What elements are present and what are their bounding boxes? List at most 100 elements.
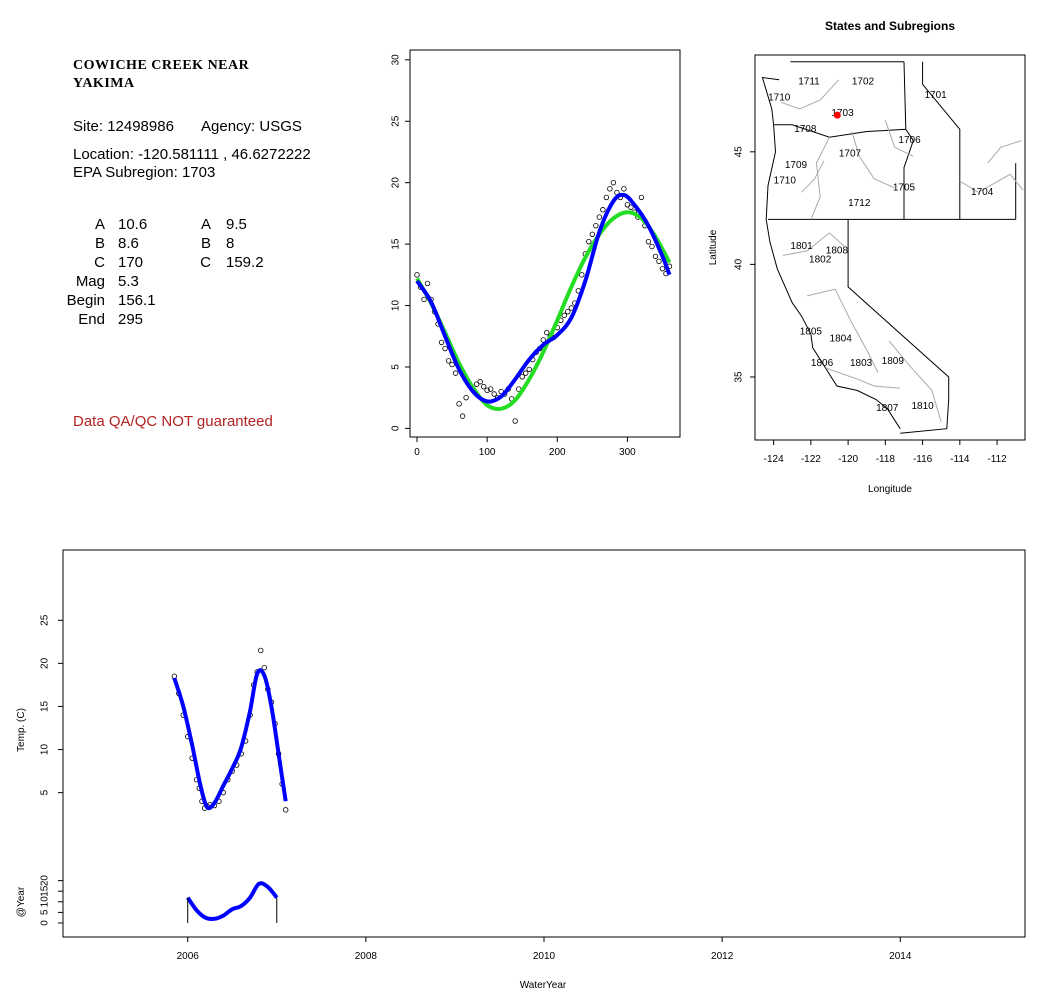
data-point — [603, 194, 610, 201]
x-tick-label: 0 — [414, 447, 420, 458]
param-right-label: A — [200, 216, 211, 233]
subregion-label: 1809 — [882, 356, 905, 367]
data-point — [593, 222, 599, 229]
data-point — [565, 308, 571, 315]
y-tick-label: 10 — [40, 744, 51, 756]
subregion-map: States and Subregions Longitude Latitude -1… — [708, 19, 1026, 495]
subregion-value: 1703 — [181, 164, 216, 181]
data-point — [610, 179, 617, 186]
subregion-label: 1706 — [898, 135, 921, 146]
plot-frame — [409, 49, 681, 438]
data-point — [512, 418, 518, 424]
subregion-label: 1710 — [774, 176, 797, 187]
subregion-label: 1711 — [798, 77, 820, 88]
param-left-value: 8.6 — [118, 235, 139, 252]
data-point — [624, 202, 631, 208]
x-tick-label: -120 — [838, 454, 858, 465]
fit-line-blue — [415, 192, 672, 404]
data-point — [526, 366, 532, 373]
site-label: Site: — [73, 118, 104, 135]
data-point — [480, 383, 487, 390]
param-right-value: 159.2 — [226, 254, 264, 271]
param-left-label: A — [94, 216, 105, 233]
agency-value: USGS — [259, 118, 302, 135]
location-value: -120.581111 , 46.6272222 — [138, 146, 311, 163]
y-tick-label-year: 15 — [40, 885, 51, 897]
param-right-value: 9.5 — [226, 216, 247, 233]
x-axis-label: Longitude — [868, 484, 912, 495]
param-left-label: C — [94, 254, 105, 271]
x-tick-label: 2008 — [355, 951, 378, 962]
param-left-label: B — [94, 235, 105, 252]
subregion-label: 1710 — [768, 92, 791, 103]
param-left-label: End — [78, 311, 105, 328]
y-tick-label: 15 — [40, 700, 51, 712]
param-left-value: 295 — [118, 311, 144, 328]
x-tick-label: -124 — [764, 454, 784, 465]
subregion-label: 1703 — [831, 108, 854, 119]
subregion-label: 1708 — [794, 124, 817, 135]
y-tick-label: 45 — [734, 146, 745, 158]
subregion-label: 1707 — [839, 149, 862, 160]
y-tick-label-year: 5 — [40, 909, 51, 915]
y-axis-label-year: @Year — [16, 886, 27, 917]
data-point — [261, 664, 268, 671]
data-point — [477, 379, 483, 385]
fit-line-green — [415, 210, 672, 411]
param-right-value: 8 — [226, 235, 235, 252]
subregion-label: 1808 — [826, 246, 849, 257]
param-left-value: 5.3 — [118, 273, 139, 290]
subregion-row: EPA Subregion: 1703 — [73, 164, 215, 181]
data-point — [600, 207, 606, 213]
data-point — [652, 253, 659, 260]
site-id-row: Site: 12498986 — [73, 118, 174, 135]
subregion-label: 1803 — [850, 358, 873, 369]
data-point — [282, 807, 289, 813]
site-location-marker — [833, 111, 841, 119]
data-point — [258, 647, 264, 654]
data-point — [456, 401, 462, 407]
site-id: 12498986 — [107, 118, 174, 135]
subregion-label: 1702 — [852, 77, 875, 88]
data-point — [586, 238, 592, 245]
y-tick-label: 40 — [734, 258, 745, 270]
subregion-label: 1810 — [911, 401, 934, 412]
x-tick-label: 300 — [619, 447, 636, 458]
x-tick-label: 2012 — [711, 951, 734, 962]
subregion-label: 1804 — [830, 333, 853, 344]
y-tick-label: 30 — [391, 54, 402, 66]
y-tick-label: 35 — [734, 371, 745, 383]
fit-line-blue — [172, 668, 288, 811]
y-tick-label-year: 0 — [40, 920, 51, 926]
x-tick-label: 100 — [479, 447, 496, 458]
data-point — [621, 186, 627, 192]
data-point — [628, 204, 634, 210]
data-point — [649, 243, 655, 250]
param-left-label: Begin — [66, 292, 105, 309]
agency-label: Agency: — [201, 118, 256, 135]
data-point — [445, 358, 452, 364]
data-point — [589, 231, 596, 237]
data-point — [442, 345, 448, 352]
subregion-label: 1701 — [924, 90, 947, 101]
subregion-label: 1712 — [848, 198, 871, 209]
subregion-label: 1705 — [893, 182, 916, 193]
map-frame — [754, 54, 1026, 441]
annual-fit-line — [186, 881, 279, 921]
data-point — [519, 374, 525, 380]
y-tick-label: 20 — [40, 657, 51, 669]
data-point — [579, 272, 585, 278]
subregion-label: 1805 — [800, 327, 823, 338]
x-tick-label: -122 — [801, 454, 821, 465]
location-row: Location: -120.581111 , 46.6272222 — [73, 146, 311, 163]
param-left-label: Mag — [75, 273, 105, 290]
x-tick-label: 2010 — [533, 951, 556, 962]
data-point — [561, 312, 567, 319]
data-point — [473, 381, 480, 387]
data-point — [414, 272, 420, 278]
data-point — [452, 370, 459, 376]
qa-disclaimer: Data QA/QC NOT guaranteed — [73, 413, 273, 430]
param-left-value: 10.6 — [118, 216, 148, 233]
x-tick-label: 2006 — [177, 951, 200, 962]
data-point — [645, 238, 652, 245]
